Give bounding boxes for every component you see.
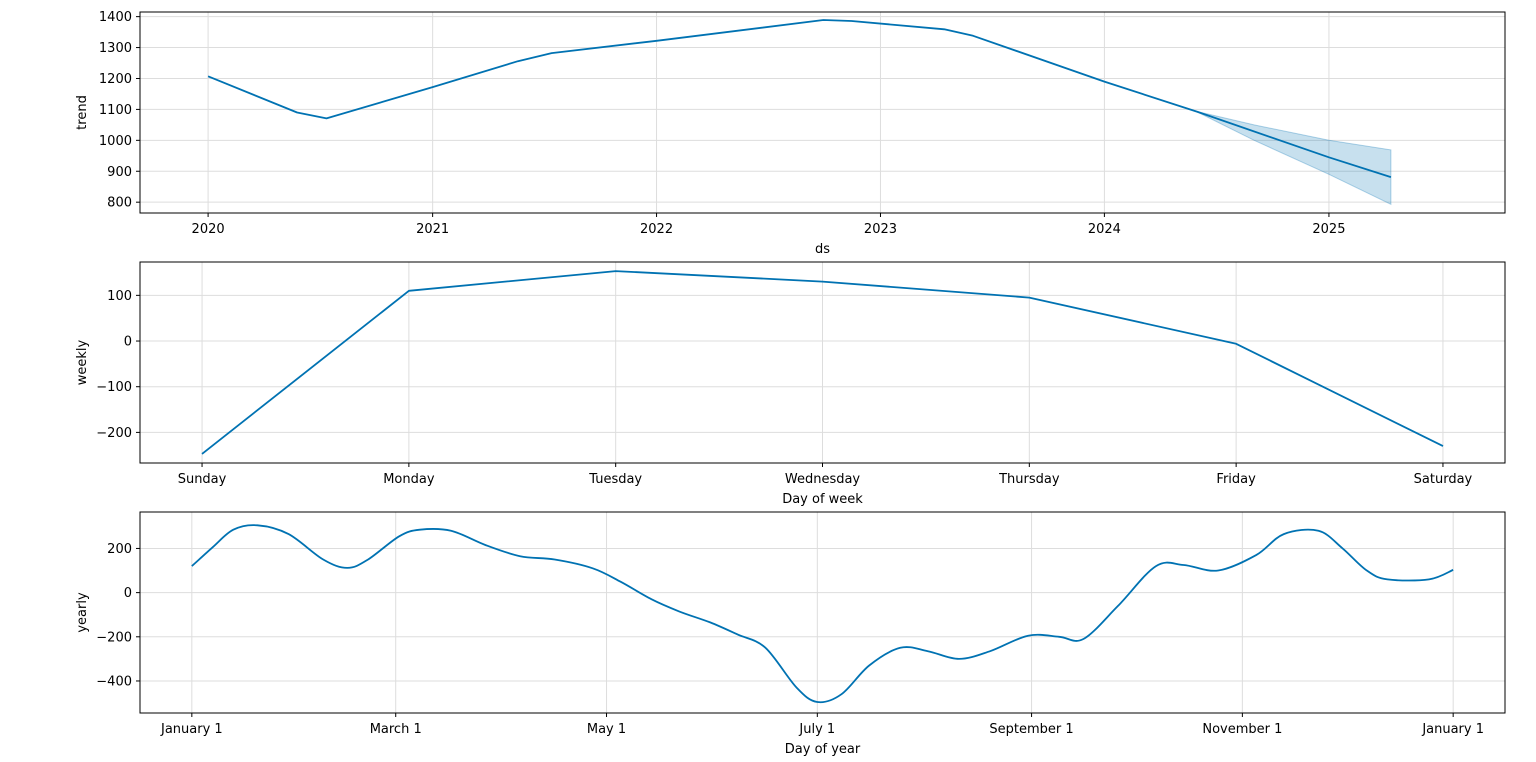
x-tick-label: January 1: [160, 722, 223, 737]
x-tick-label: July 1: [798, 722, 835, 737]
plot-frame: [139, 511, 1506, 714]
x-tick-label: March 1: [370, 722, 422, 737]
y-tick-label: 200: [107, 542, 132, 557]
x-tick-label: 2023: [864, 222, 897, 237]
x-tick-label: Thursday: [998, 472, 1060, 487]
panel-weekly: Sunday Monday Tuesday Wednesday Thursday Frid…: [75, 261, 1506, 507]
y-tick-label: 1300: [99, 41, 132, 56]
panel-trend: 2020 2021 2022 2023 2024 2025 800 900 1000 1100 12…: [75, 10, 1506, 257]
x-axis-label: ds: [815, 242, 830, 257]
uncertainty-band: [1197, 110, 1392, 206]
x-tick-label: Sunday: [178, 472, 227, 487]
y-tick-label: 900: [107, 165, 132, 180]
x-tick-label: January 1: [1421, 722, 1484, 737]
y-tick-label: 1400: [99, 10, 132, 25]
x-tick-label: September 1: [989, 722, 1073, 737]
y-axis-label: weekly: [75, 339, 90, 385]
x-tick-label: Saturday: [1414, 472, 1473, 487]
y-tick-label: 1100: [99, 103, 132, 118]
y-tick-label: −200: [96, 630, 132, 645]
y-tick-label: 100: [107, 289, 132, 304]
y-tick-label: 1200: [99, 72, 132, 87]
y-tick-label: 0: [124, 335, 132, 350]
x-tick-label: 2020: [192, 222, 225, 237]
x-tick-label: 2024: [1088, 222, 1121, 237]
y-axis-label: trend: [75, 95, 90, 130]
x-tick-label: May 1: [587, 722, 626, 737]
y-tick-label: 800: [107, 196, 132, 211]
x-tick-label: Friday: [1216, 472, 1256, 487]
weekly-series-line: [201, 270, 1444, 455]
x-axis-label: Day of year: [785, 742, 861, 757]
x-tick-label: Monday: [383, 472, 435, 487]
x-tick-label: November 1: [1202, 722, 1282, 737]
x-tick-label: 2022: [640, 222, 673, 237]
y-tick-label: 0: [124, 586, 132, 601]
y-tick-label: −200: [96, 426, 132, 441]
x-tick-label: 2021: [416, 222, 449, 237]
panel-yearly: January 1 March 1 May 1 July 1 September 1 No…: [75, 511, 1506, 757]
y-tick-label: −400: [96, 674, 132, 689]
x-axis-label: Day of week: [782, 492, 863, 507]
plot-frame: [139, 11, 1506, 214]
y-tick-label: 1000: [99, 134, 132, 149]
y-tick-label: −100: [96, 380, 132, 395]
x-tick-label: Wednesday: [785, 472, 861, 487]
x-tick-label: 2025: [1312, 222, 1345, 237]
yearly-series-line: [191, 524, 1454, 704]
x-tick-label: Tuesday: [588, 472, 642, 487]
trend-series-line: [207, 19, 1392, 178]
y-axis-label: yearly: [75, 592, 90, 633]
